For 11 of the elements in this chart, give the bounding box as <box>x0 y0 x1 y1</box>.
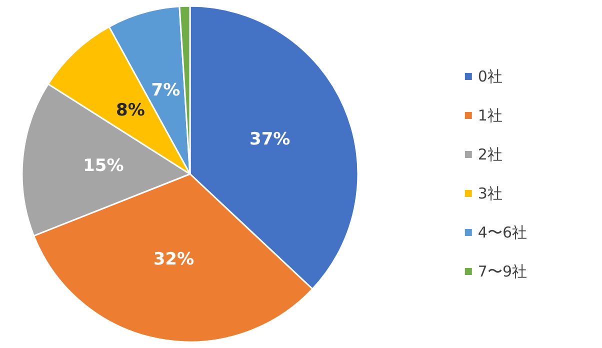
legend-label: 3社 <box>478 184 502 202</box>
legend-label: 0社 <box>478 68 502 86</box>
data-label: 32% <box>153 249 194 270</box>
legend-label: 7〜9社 <box>478 262 528 280</box>
data-label: 37% <box>249 129 290 150</box>
legend-label: 2社 <box>478 146 502 164</box>
legend-label: 1社 <box>478 106 502 124</box>
data-label: 8% <box>116 100 145 121</box>
legend-label: 4〜6社 <box>478 224 528 242</box>
data-label: 7% <box>151 80 180 100</box>
data-label: 15% <box>83 156 124 176</box>
